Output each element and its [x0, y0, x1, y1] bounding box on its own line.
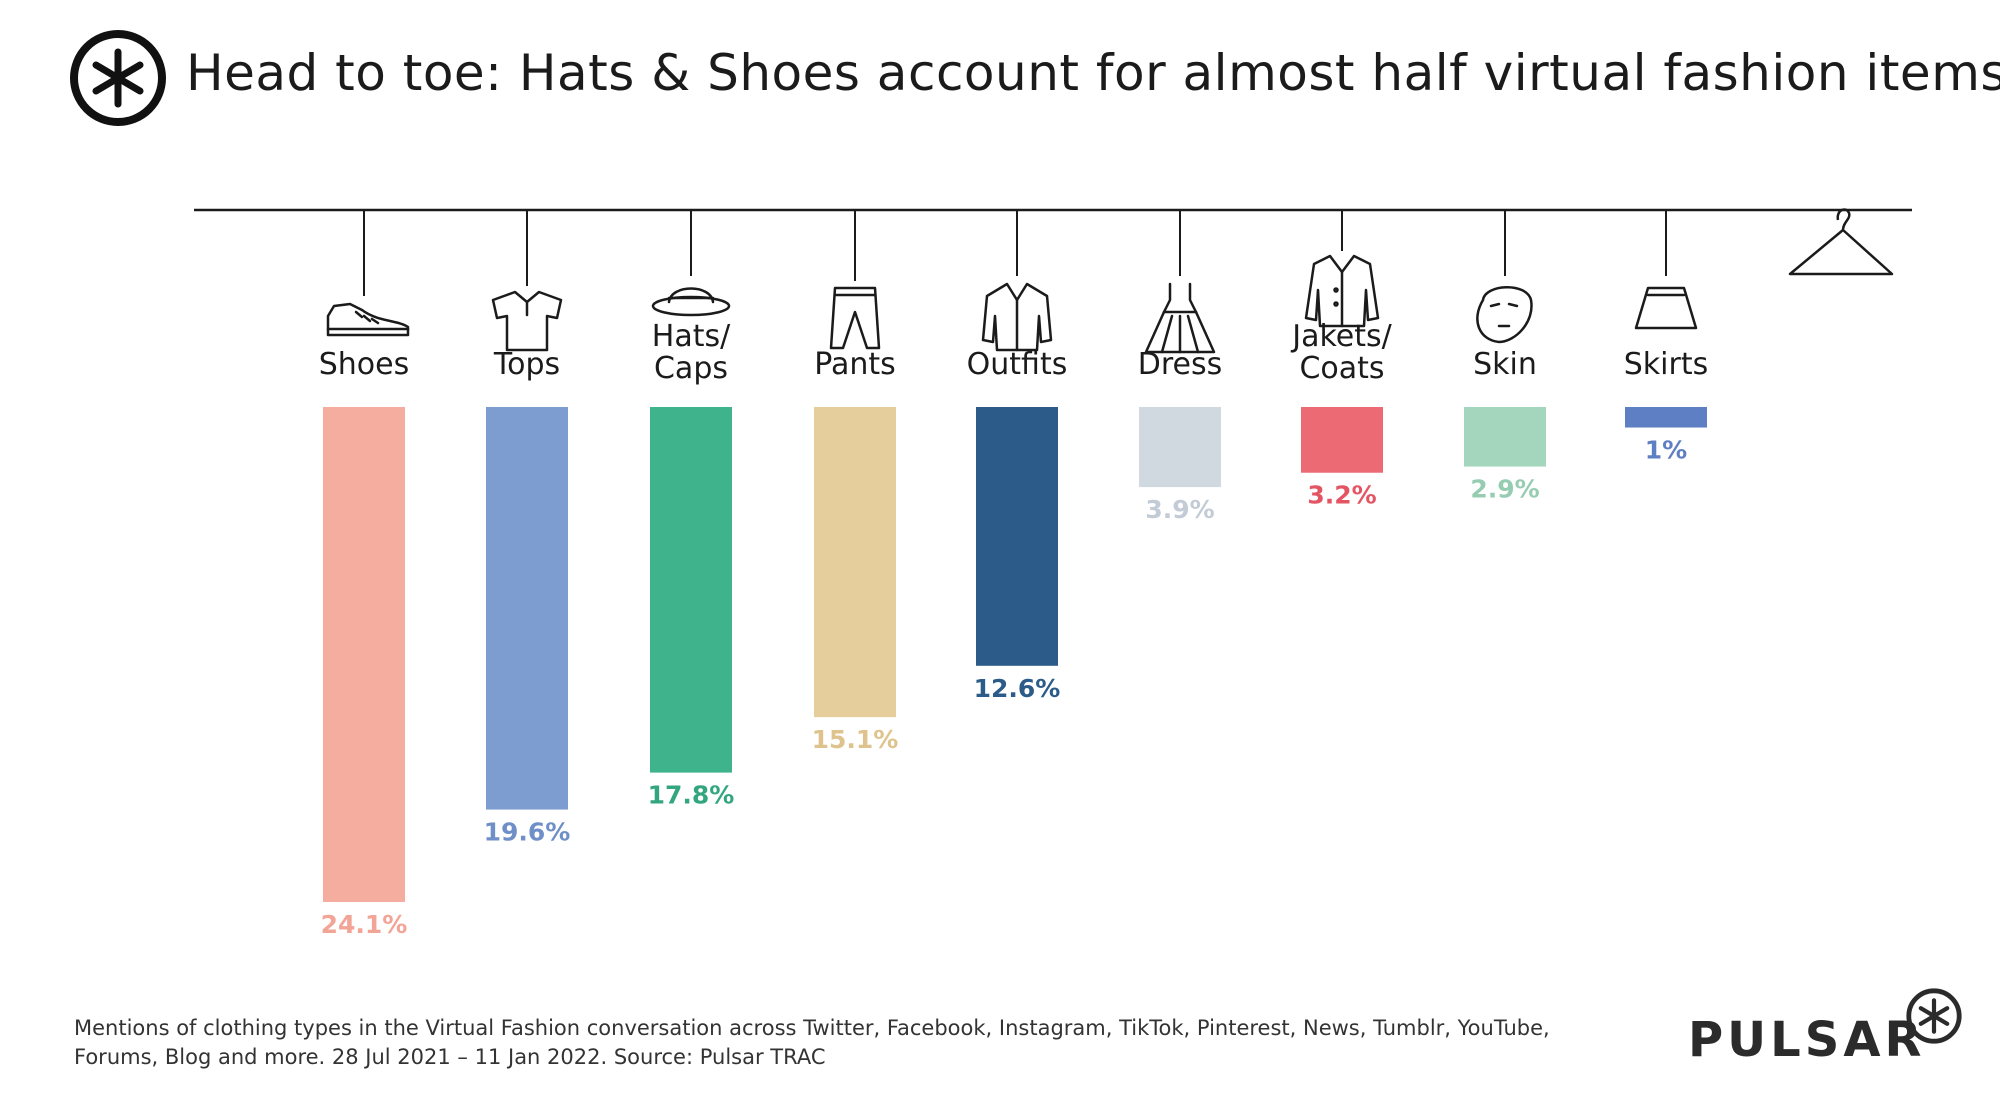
- value-label: 19.6%: [484, 818, 571, 847]
- pants-icon: [829, 286, 881, 350]
- bar: [1464, 407, 1546, 467]
- footnote-line: Forums, Blog and more. 28 Jul 2021 – 11 …: [74, 1045, 826, 1069]
- bar: [814, 407, 896, 718]
- outfit-icon: [981, 282, 1053, 352]
- bar: [1139, 407, 1221, 488]
- bar: [323, 407, 405, 902]
- dress-icon: [1144, 282, 1216, 354]
- skirt-icon: [1634, 286, 1698, 330]
- coat-icon: [1304, 254, 1380, 328]
- face-mask-icon: [1476, 286, 1533, 344]
- value-label: 3.2%: [1307, 481, 1376, 510]
- value-label: 3.9%: [1145, 495, 1214, 524]
- pulsar-logo-icon: [70, 30, 166, 126]
- tshirt-icon: [491, 290, 563, 352]
- category-label: Coats: [1299, 351, 1384, 386]
- hat-icon: [651, 287, 731, 317]
- bar: [486, 407, 568, 810]
- category-label: Pants: [814, 347, 896, 382]
- bar: [1301, 407, 1383, 473]
- source-footnote: Mentions of clothing types in the Virtua…: [74, 1014, 1634, 1072]
- category-label: Outfits: [967, 347, 1068, 382]
- hanger-icon: [1788, 208, 1894, 276]
- sneaker-icon: [326, 302, 410, 337]
- category-label: Skin: [1473, 347, 1537, 382]
- category-label: Shoes: [319, 347, 410, 382]
- category-label: Jakets/: [1290, 319, 1392, 354]
- value-label: 12.6%: [974, 674, 1061, 703]
- category-label: Hats/: [652, 319, 731, 354]
- brand-wordmark: PULSAR: [1688, 1012, 1926, 1068]
- footnote-line: Mentions of clothing types in the Virtua…: [74, 1016, 1550, 1040]
- value-label: 2.9%: [1470, 475, 1539, 504]
- category-label: Tops: [493, 347, 560, 382]
- value-label: 1%: [1645, 436, 1687, 465]
- chart-title: Head to toe: Hats & Shoes account for al…: [186, 44, 2000, 102]
- value-label: 24.1%: [321, 910, 408, 939]
- value-label: 15.1%: [812, 725, 899, 754]
- bar: [1625, 407, 1707, 428]
- bar: [976, 407, 1058, 666]
- category-label: Dress: [1138, 347, 1223, 382]
- value-label: 17.8%: [648, 781, 735, 810]
- category-label: Caps: [654, 351, 728, 386]
- category-label: Skirts: [1624, 347, 1708, 382]
- pulsar-brand-icon: [1906, 988, 1962, 1044]
- bar: [650, 407, 732, 773]
